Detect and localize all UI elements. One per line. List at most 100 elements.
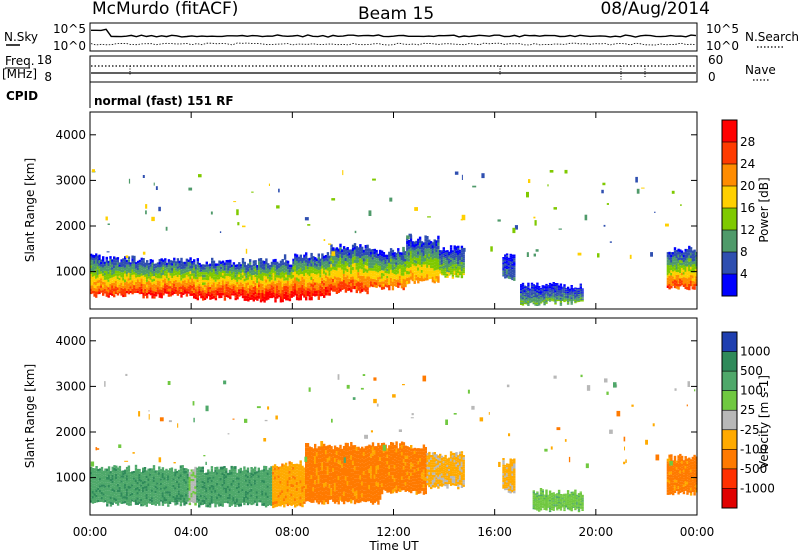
power-cell — [415, 255, 418, 258]
power-scatter-cell — [680, 204, 682, 206]
power-cell — [417, 277, 420, 281]
velocity-cell — [104, 497, 107, 500]
power-cell — [677, 248, 680, 252]
power-cell — [673, 247, 677, 251]
power-cell — [308, 276, 311, 279]
power-cell — [241, 258, 245, 261]
velocity-cell — [225, 497, 228, 501]
power-cell — [160, 292, 163, 296]
power-cell — [194, 274, 198, 277]
power-cell — [406, 244, 409, 248]
power-scatter-cell — [268, 183, 270, 186]
power-cell — [131, 269, 134, 273]
velocity-cell — [115, 487, 118, 491]
power-cell — [672, 278, 675, 282]
power-cell — [236, 284, 239, 287]
power-cell — [581, 291, 584, 293]
power-cell — [290, 283, 293, 286]
velocity-cell — [203, 497, 206, 500]
velocity-cell — [177, 488, 181, 491]
power-cell — [404, 264, 407, 267]
power-cell — [96, 261, 99, 264]
velocity-cell — [217, 485, 221, 488]
power-cell — [433, 255, 436, 259]
power-cell — [294, 268, 297, 272]
power-cell — [205, 277, 208, 280]
power-cell — [151, 281, 154, 285]
velocity-cell — [198, 498, 201, 502]
power-cell — [299, 280, 302, 284]
velocity-cell — [140, 501, 143, 504]
power-cell — [272, 292, 275, 295]
power-cell — [552, 298, 555, 301]
power-cell — [689, 255, 693, 259]
power-cell — [105, 293, 108, 297]
velocity-cell — [188, 474, 192, 477]
power-cell — [393, 254, 396, 257]
power-cell — [216, 288, 219, 291]
power-cell — [162, 280, 165, 283]
power-cell — [138, 269, 142, 273]
power-cell — [548, 288, 552, 290]
power-cell — [160, 269, 163, 273]
power-cell — [286, 275, 290, 278]
power-cell — [673, 253, 677, 256]
velocity-cell — [167, 504, 170, 507]
power-cell — [164, 270, 167, 274]
power-cell — [675, 285, 678, 289]
power-cell — [317, 253, 320, 257]
power-cell — [144, 276, 147, 280]
power-cell — [530, 295, 534, 297]
power-cell — [236, 266, 239, 270]
power-cell — [393, 281, 396, 284]
power-cell — [398, 271, 402, 274]
power-cell — [504, 263, 507, 265]
power-cell — [218, 260, 221, 264]
power-cell — [122, 272, 125, 275]
power-cell — [277, 275, 281, 278]
power-cell — [272, 273, 275, 276]
power-cell — [200, 293, 203, 296]
power-cell — [167, 291, 171, 295]
power-cell — [183, 287, 187, 290]
power-cell — [570, 293, 573, 295]
velocity-cell — [95, 473, 98, 477]
power-cell — [267, 263, 270, 266]
power-cell — [373, 279, 376, 282]
power-cell — [272, 275, 275, 279]
power-cell — [116, 284, 120, 288]
power-cell — [444, 271, 447, 274]
power-cell — [135, 288, 138, 291]
velocity-cell — [136, 471, 139, 475]
power-cell — [404, 284, 407, 288]
power-cell — [259, 292, 263, 297]
power-cell — [136, 279, 140, 282]
power-cell — [422, 247, 425, 251]
power-cell — [431, 270, 435, 274]
power-cell — [377, 281, 380, 285]
power-cell — [326, 289, 330, 293]
power-cell — [326, 280, 330, 284]
power-cell — [677, 286, 680, 290]
power-cell — [178, 279, 181, 283]
power-cell — [236, 271, 239, 275]
power-cell — [409, 254, 413, 258]
power-cell — [114, 268, 118, 271]
power-cell — [408, 261, 411, 265]
power-cell — [207, 269, 210, 272]
velocity-cell — [115, 476, 118, 480]
velocity-cell — [212, 494, 215, 497]
power-cell — [680, 282, 684, 286]
velocity-cell — [230, 488, 233, 492]
power-cell — [677, 272, 680, 275]
velocity-cell — [158, 500, 161, 503]
power-cell — [413, 250, 416, 254]
velocity-cell — [165, 493, 168, 497]
power-cell — [536, 295, 539, 298]
power-cell — [402, 258, 405, 262]
power-cell — [675, 280, 678, 284]
power-cell — [672, 252, 675, 255]
velocity-cell — [170, 484, 174, 488]
power-cell — [543, 299, 546, 302]
power-cell — [364, 258, 367, 262]
